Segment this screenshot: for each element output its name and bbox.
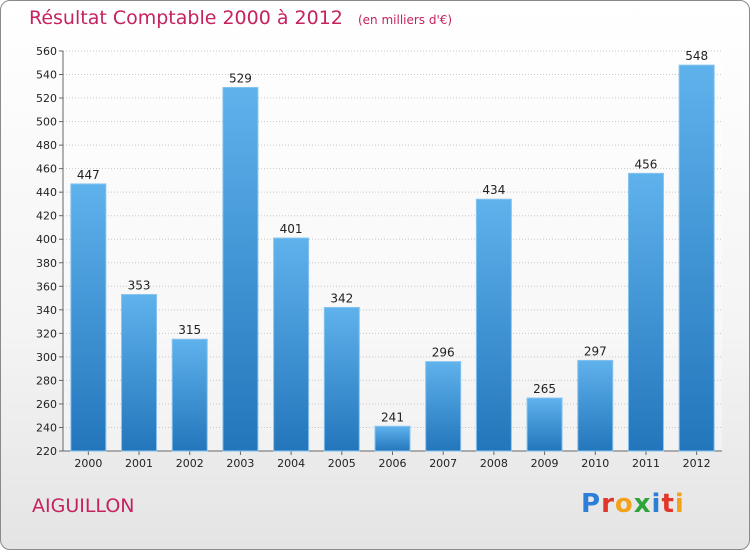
logo-letter: i	[651, 489, 662, 519]
y-tick-label: 300	[36, 351, 57, 364]
data-label-2007: 296	[432, 346, 455, 360]
chart-title: Résultat Comptable 2000 à 2012	[29, 7, 343, 29]
bar-2001	[121, 294, 158, 452]
y-tick-label: 420	[36, 210, 57, 223]
bar-2009	[526, 397, 563, 452]
logo-letter: x	[633, 489, 652, 519]
bar-2012	[678, 64, 715, 452]
labels: 447 2000 353 2001 315 2002 529 2003 401 2004 342 20…	[74, 49, 710, 470]
y-tick-label: 560	[36, 45, 57, 58]
axes: 220 240 260 280 300 320 340 360 380 400 420 440 460 4…	[36, 45, 722, 458]
x-tick-label-2000: 2000	[74, 457, 102, 470]
data-label-2000: 447	[77, 168, 100, 182]
grid-lines	[63, 50, 722, 452]
y-tick-label: 460	[36, 163, 57, 176]
y-tick-label: 240	[36, 421, 57, 434]
data-label-2011: 456	[635, 157, 658, 171]
bar-2005	[323, 306, 360, 452]
plot-area	[63, 51, 722, 451]
chart-subtitle: (en milliers d'€)	[357, 13, 453, 27]
bar-2011	[627, 172, 664, 452]
logo-letter: r	[601, 489, 615, 519]
bar-2004	[273, 237, 310, 452]
data-label-2009: 265	[533, 382, 556, 396]
y-tick-label: 440	[36, 186, 57, 199]
logo-letter: o	[614, 489, 634, 519]
y-tick-label: 360	[36, 280, 57, 293]
x-tick-label-2005: 2005	[328, 457, 356, 470]
bar-2008	[475, 198, 512, 452]
y-tick-label: 500	[36, 116, 57, 129]
y-tick-label: 320	[36, 327, 57, 340]
y-tick-label: 480	[36, 139, 57, 152]
data-label-2005: 342	[330, 291, 353, 305]
bar-2010	[577, 359, 614, 452]
data-label-2001: 353	[128, 279, 151, 293]
bar-2000	[70, 183, 107, 452]
x-tick-label-2007: 2007	[429, 457, 457, 470]
bars	[70, 64, 715, 452]
x-tick-label-2012: 2012	[683, 457, 711, 470]
y-tick-label: 340	[36, 304, 57, 317]
x-tick-label-2006: 2006	[379, 457, 407, 470]
data-label-2010: 297	[584, 344, 607, 358]
logo-letter: P	[581, 489, 602, 519]
x-tick-label-2001: 2001	[125, 457, 153, 470]
commune-name: AIGUILLON	[32, 495, 135, 517]
data-label-2012: 548	[685, 49, 708, 63]
x-tick-label-2004: 2004	[277, 457, 305, 470]
data-label-2003: 529	[229, 71, 252, 85]
x-tick-label-2002: 2002	[176, 457, 204, 470]
data-label-2002: 315	[178, 323, 201, 337]
bar-2002	[171, 338, 208, 452]
bar-2006	[374, 425, 411, 452]
proxiti-logo: Proxiti	[581, 489, 685, 519]
x-tick-label-2009: 2009	[531, 457, 559, 470]
y-tick-label: 280	[36, 374, 57, 387]
logo-letter: t	[661, 489, 675, 519]
bar-2003	[222, 86, 259, 452]
x-tick-label-2010: 2010	[581, 457, 609, 470]
data-label-2006: 241	[381, 410, 404, 424]
bar-2007	[425, 361, 462, 452]
y-tick-label: 220	[36, 445, 57, 458]
y-tick-label: 400	[36, 233, 57, 246]
data-label-2008: 434	[482, 183, 505, 197]
y-tick-label: 520	[36, 92, 57, 105]
y-tick-label: 260	[36, 398, 57, 411]
x-tick-label-2011: 2011	[632, 457, 660, 470]
logo-letter: i	[674, 489, 685, 519]
x-tick-label-2003: 2003	[226, 457, 254, 470]
y-tick-label: 540	[36, 69, 57, 82]
title-row: Résultat Comptable 2000 à 2012 (en milli…	[29, 7, 452, 29]
x-tick-label-2008: 2008	[480, 457, 508, 470]
y-tick-label: 380	[36, 257, 57, 270]
data-label-2004: 401	[280, 222, 303, 236]
